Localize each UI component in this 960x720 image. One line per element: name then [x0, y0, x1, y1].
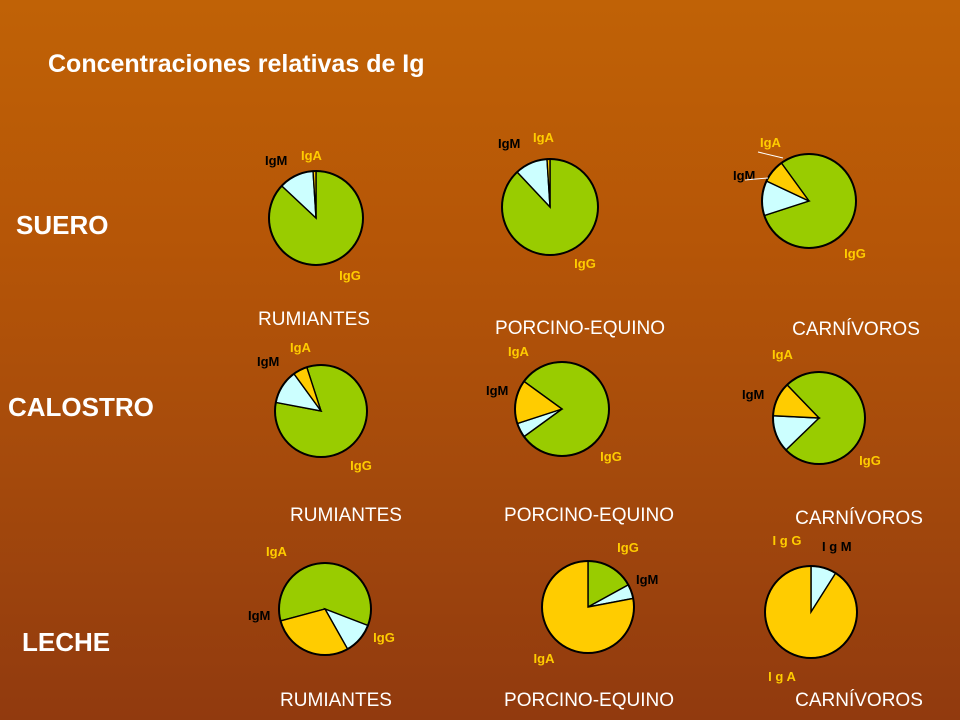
pie-label-igg: IgG: [617, 540, 639, 555]
pie-label-iga: IgA: [533, 130, 555, 145]
pie-label-iga: IgA: [508, 344, 530, 359]
group-label-leche-porcino: PORCINO-EQUINO: [504, 690, 674, 711]
pie-label-iga: IgA: [266, 544, 288, 559]
pie-label-iga: IgA: [301, 148, 323, 163]
pie-label-igg: IgG: [339, 268, 361, 283]
group-label-suero-rumiantes: RUMIANTES: [258, 309, 370, 330]
pie-label-igm: IgM: [486, 383, 508, 398]
pie-chart-calostro-carnívoros: IgG IgM IgA: [742, 347, 881, 468]
pie-label-igg: IgG: [373, 630, 395, 645]
pie-label-igg: IgG: [600, 449, 622, 464]
group-label-leche-carnivoros: CARNÍVOROS: [795, 690, 923, 711]
pie-chart-suero-porcino-equino: IgG IgM IgA: [498, 130, 599, 271]
pie-outline: [501, 158, 599, 256]
pie-label-igg: IgG: [574, 256, 596, 271]
pie-chart-calostro-porcino-equino: IgG IgM IgA: [486, 344, 622, 464]
row-label-leche: LECHE: [22, 627, 111, 657]
pie-chart-calostro-rumiantes: IgG IgM IgA: [257, 340, 372, 473]
pie-label-igm: I g M: [822, 539, 852, 554]
pie-label-igg: IgG: [350, 458, 372, 473]
pie-label-igm: IgM: [498, 136, 520, 151]
pie-label-igm: IgM: [257, 354, 279, 369]
pie-label-igm: IgM: [248, 608, 270, 623]
pie-outline: [514, 361, 610, 457]
group-label-suero-carnivoros: CARNÍVOROS: [792, 319, 920, 340]
pie-chart-suero-rumiantes: IgG IgM IgA: [265, 148, 364, 283]
group-label-leche-rumiantes: RUMIANTES: [280, 690, 392, 711]
pie-chart-suero-carnívoros: IgG IgM IgA: [733, 135, 866, 261]
pie-outline: [541, 560, 635, 654]
group-label-calostro-carnivoros: CARNÍVOROS: [795, 508, 923, 529]
pie-label-igg: IgG: [844, 246, 866, 261]
pie-leader-line: [744, 177, 769, 181]
pie-outline: [274, 364, 368, 458]
pie-outline: [764, 565, 858, 659]
pie-label-iga: IgA: [772, 347, 794, 362]
pie-leader-line: [757, 151, 784, 159]
pie-label-iga: I g A: [768, 669, 796, 684]
pie-label-igm: IgM: [742, 387, 764, 402]
group-label-calostro-rumiantes: RUMIANTES: [290, 505, 402, 526]
group-label-calostro-porcino: PORCINO-EQUINO: [504, 505, 674, 526]
pie-chart-leche-porcino-equino: IgG IgM IgA: [534, 540, 659, 666]
group-label-suero-porcino: PORCINO-EQUINO: [495, 318, 665, 339]
page-title: Concentraciones relativas de Ig: [48, 50, 425, 78]
pie-outline: [268, 170, 364, 266]
row-label-calostro: CALOSTRO: [8, 392, 154, 422]
row-label-suero: SUERO: [16, 210, 109, 240]
pie-label-igg: I g G: [773, 533, 802, 548]
pie-outline: [278, 562, 372, 656]
pie-chart-leche-carnívoros: I g G I g M I g A: [764, 533, 858, 684]
pie-chart-leche-rumiantes: IgG IgM IgA: [248, 544, 395, 656]
pie-outline: [761, 153, 857, 249]
pie-label-igm: IgM: [265, 153, 287, 168]
pie-label-iga: IgA: [290, 340, 312, 355]
pie-label-igg: IgG: [859, 453, 881, 468]
pie-label-igm: IgM: [733, 168, 755, 183]
pie-label-iga: IgA: [534, 651, 556, 666]
pie-outline: [772, 371, 866, 465]
pie-label-igm: IgM: [636, 572, 658, 587]
pie-label-iga: IgA: [760, 135, 782, 150]
